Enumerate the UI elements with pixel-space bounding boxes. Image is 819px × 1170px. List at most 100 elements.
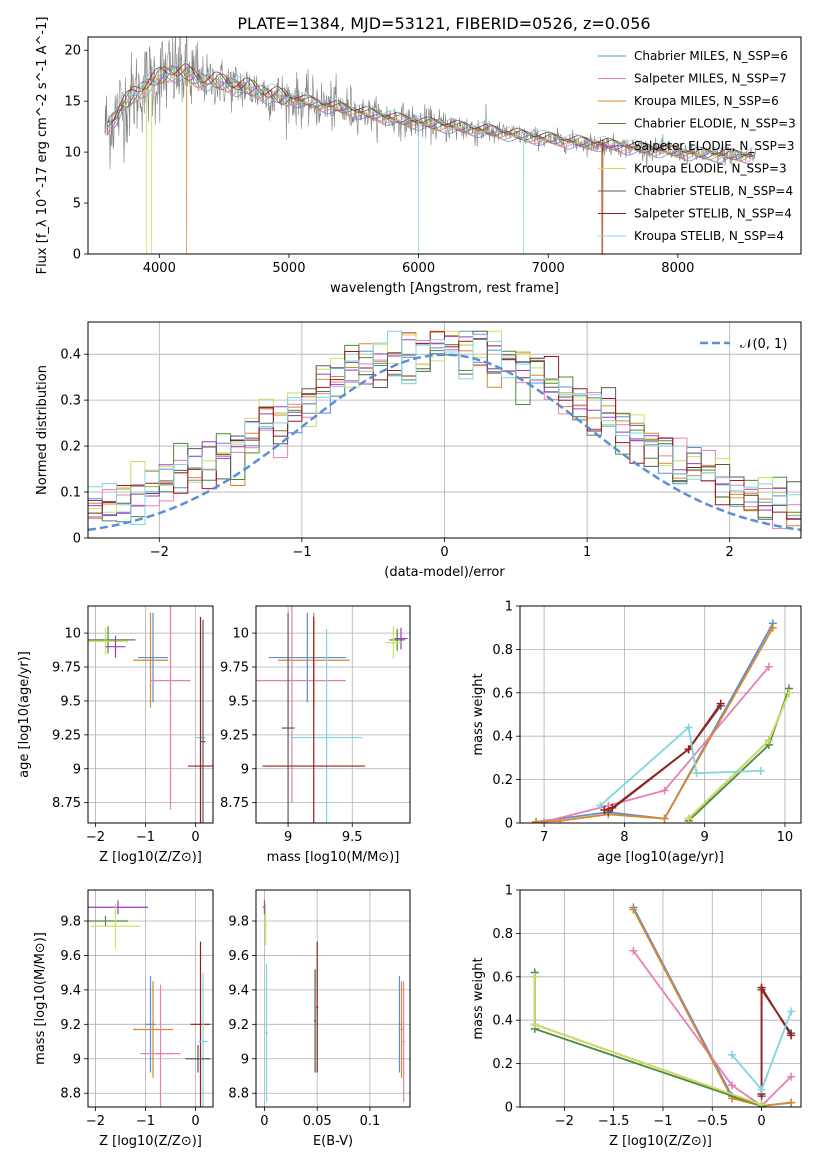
x-tick-label: −2 — [555, 1114, 574, 1129]
weight-marker — [716, 699, 725, 708]
errorbar-group — [88, 900, 211, 1107]
residuals-panel: −2 −1 0 1 2 0 0.1 0.2 0.3 0.4 (data-model)/error No… — [35, 321, 802, 580]
y-tick-label: 0.3 — [60, 394, 81, 409]
x-tick-label: −0.5 — [696, 1114, 728, 1129]
weight-series-line — [599, 725, 761, 807]
x-tick-label: −2 — [86, 830, 105, 845]
y-axis-label: Normed distribution — [35, 365, 50, 495]
legend-label: Chabrier MILES, N_SSP=6 — [634, 49, 788, 63]
weight-marker — [556, 816, 565, 823]
weight-series-line — [607, 705, 722, 813]
y-tick-label: 1 — [505, 600, 513, 615]
histogram-lines — [88, 330, 801, 532]
weight-marker — [787, 1007, 796, 1016]
y-tick-label: 9.4 — [228, 983, 249, 998]
y-axis-label: Flux [f_λ 10^-17 erg cm^-2 s^-1 A^-1] — [35, 17, 50, 275]
y-tick-label: 0.8 — [492, 927, 513, 942]
x-tick-label: −1.5 — [598, 1114, 630, 1129]
x-tick-label: −2 — [86, 1114, 105, 1129]
x-axis-label: Z [log10(Z/Z⊙)] — [99, 1134, 202, 1149]
y-tick-label: 0.2 — [60, 440, 81, 455]
y-tick-label: 9 — [73, 762, 81, 777]
y-tick-label: 8.8 — [60, 1087, 81, 1102]
y-tick-label: 10 — [232, 627, 249, 642]
y-tick-label: 0.1 — [60, 486, 81, 501]
weight-series-line — [687, 688, 790, 822]
x-tick-label: 7000 — [532, 261, 565, 276]
weight-series-line — [687, 692, 790, 820]
legend-label: Chabrier ELODIE, N_SSP=3 — [634, 117, 796, 131]
y-tick-label: 9.25 — [52, 728, 81, 743]
y-tick-label: 9.75 — [52, 661, 81, 676]
normal-reference-curve — [88, 353, 801, 532]
legend-label: Salpeter ELODIE, N_SSP=3 — [634, 139, 795, 153]
mass_vs_ebv-panel: 0 0.05 0.1 8.8 9 9.2 9.4 9.6 9.8 E(B-V) — [228, 889, 411, 1149]
x-axis-label: age [log10(age/yr)] — [597, 850, 724, 865]
mass_vs_Z-panel: −2 −1 0 8.8 9 9.2 9.4 9.6 9.8 Z [log10(Z/Z⊙)] mass… — [33, 889, 214, 1149]
x-tick-label: −2 — [150, 545, 169, 560]
weight-series-line — [632, 909, 792, 1107]
weight-marker — [532, 817, 541, 823]
x-axis-label: (data-model)/error — [384, 565, 505, 580]
weight-marker — [660, 814, 669, 823]
model-spectrum-line — [107, 61, 754, 254]
x-tick-label: 6000 — [402, 261, 435, 276]
x-tick-label: 10 — [777, 830, 794, 845]
model-spectrum-line — [107, 63, 754, 254]
weight-marker — [530, 972, 539, 981]
weight_vs_Z-panel: −2 −1.5 −1 −0.5 0 0 0.2 0.4 0.6 0.8 1 Z [log10(Z/Z⊙… — [471, 884, 802, 1149]
x-tick-label: −1 — [292, 545, 311, 560]
x-tick-label: 9 — [701, 830, 709, 845]
weight-lines — [532, 619, 793, 823]
weight-marker — [530, 1020, 539, 1029]
x-tick-label: 8000 — [661, 261, 694, 276]
x-tick-label: 0 — [191, 830, 199, 845]
y-tick-label: 15 — [64, 95, 81, 110]
age_vs_Z-panel: −2 −1 0 8.75 9 9.25 9.5 9.75 10 Z [log10(Z/Z⊙)] ag… — [17, 605, 214, 865]
y-tick-label: 10 — [64, 146, 81, 161]
weight-marker — [600, 805, 609, 814]
weight-marker — [756, 766, 765, 775]
y-axis-label: mass weight — [471, 673, 486, 755]
errorbar-group — [256, 606, 408, 823]
y-tick-label: 9 — [241, 1052, 249, 1067]
y-tick-label: 1 — [505, 884, 513, 899]
model-spectrum-line — [107, 66, 754, 160]
weight-lines — [530, 903, 796, 1107]
weight-series-line — [604, 703, 722, 811]
y-tick-label: 0.8 — [492, 643, 513, 658]
weight-marker — [757, 1085, 766, 1094]
weight-marker — [727, 1050, 736, 1059]
x-tick-label: 2 — [726, 545, 734, 560]
y-tick-label: 20 — [64, 44, 81, 59]
y-tick-label: 0.4 — [60, 348, 81, 363]
y-tick-label: 9.8 — [60, 915, 81, 930]
y-tick-label: 9.2 — [228, 1018, 249, 1033]
spectrum-lines — [104, 37, 756, 254]
x-axis-label: mass [log10(M/M⊙)] — [267, 850, 400, 865]
legend-label: Chabrier STELIB, N_SSP=4 — [634, 184, 793, 198]
weight-marker — [660, 786, 669, 795]
y-tick-label: 9.2 — [60, 1018, 81, 1033]
x-tick-label: 0 — [191, 1114, 199, 1129]
plot-frame — [87, 889, 214, 1108]
weight-marker — [608, 803, 617, 812]
x-axis-label: E(B-V) — [313, 1134, 353, 1149]
plot-frame — [87, 605, 214, 824]
weight-marker — [684, 745, 693, 754]
weight-marker — [684, 723, 693, 732]
y-tick-label: 5 — [73, 197, 81, 212]
weight-marker — [764, 736, 773, 745]
weight-series-line — [632, 950, 792, 1107]
errorbar-group — [262, 900, 405, 1102]
x-tick-label: 0 — [757, 1114, 765, 1129]
y-tick-label: 0.6 — [492, 686, 513, 701]
weight-marker — [787, 1098, 796, 1107]
y-tick-label: 9.6 — [228, 949, 249, 964]
plot-frame — [255, 889, 411, 1108]
age_vs_mass-panel: 9 9.5 8.75 9 9.25 9.5 9.75 10 mass [log10(M/M⊙)] — [220, 605, 411, 865]
legend-label: Salpeter STELIB, N_SSP=4 — [634, 207, 792, 221]
y-axis-label: mass [log10(M/M⊙)] — [33, 932, 48, 1065]
y-tick-label: 9.75 — [220, 661, 249, 676]
